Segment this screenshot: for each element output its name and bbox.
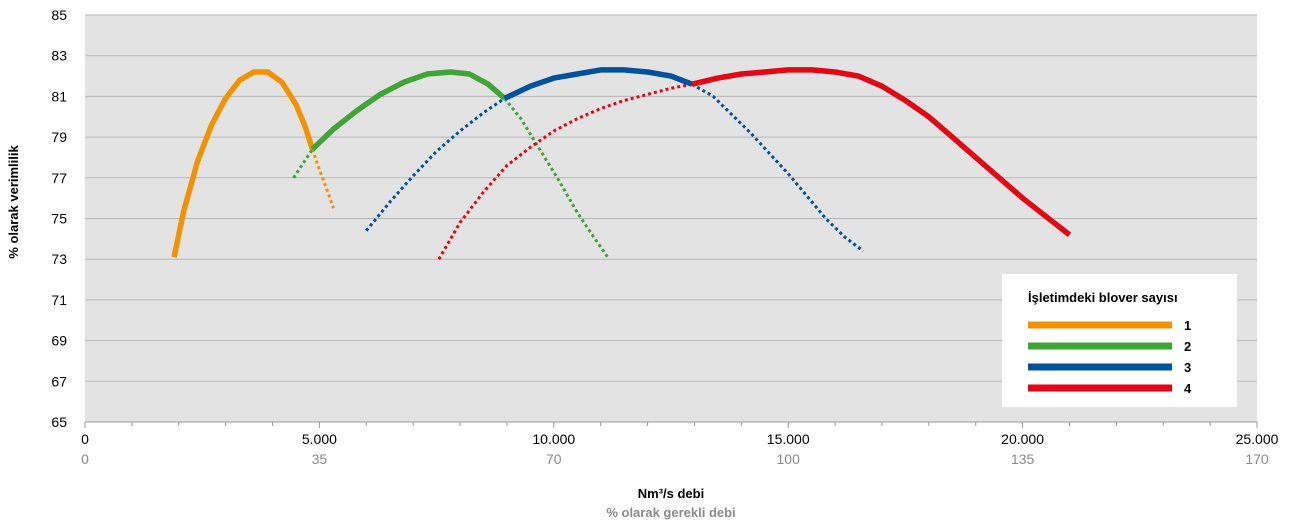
x-tick-label-secondary: 170 bbox=[1245, 451, 1269, 467]
gridlines bbox=[85, 14, 1257, 423]
series-3-dotted-line bbox=[691, 82, 865, 253]
y-tick-label: 83 bbox=[51, 48, 67, 64]
y-tick-label: 75 bbox=[51, 211, 67, 227]
y-tick-label: 67 bbox=[51, 373, 67, 389]
y-tick-label: 79 bbox=[51, 129, 67, 145]
y-tick-label: 85 bbox=[51, 7, 67, 23]
series-4-solid-line bbox=[691, 67, 1072, 237]
x-tick-label-secondary: 100 bbox=[777, 451, 801, 467]
y-tick-label: 77 bbox=[51, 170, 67, 186]
y-tick-label: 81 bbox=[51, 88, 67, 104]
x-tick-label-secondary: 0 bbox=[81, 451, 89, 467]
series-2-solid-line bbox=[310, 69, 507, 152]
y-tick-label: 65 bbox=[51, 414, 67, 430]
x-tick-label: 5.000 bbox=[302, 431, 337, 447]
x-axis-subtitle: % olarak gerekli debi bbox=[606, 505, 735, 520]
series-group bbox=[171, 67, 1072, 260]
x-axis-title: Nm³/s debi bbox=[638, 486, 704, 501]
y-tick-label: 69 bbox=[51, 333, 67, 349]
series-4-dotted-line bbox=[437, 82, 693, 260]
legend-label-2: 2 bbox=[1184, 339, 1191, 354]
x-tick-label: 0 bbox=[81, 431, 89, 447]
y-tick-label: 73 bbox=[51, 251, 67, 267]
series-2-dotted-line bbox=[503, 97, 609, 259]
x-tick-label: 10.000 bbox=[532, 431, 575, 447]
x-tick-label: 25.000 bbox=[1236, 431, 1279, 447]
legend-title: İşletimdeki blover sayısı bbox=[1028, 290, 1178, 305]
legend-label-1: 1 bbox=[1184, 318, 1191, 333]
x-tick-label: 20.000 bbox=[1001, 431, 1044, 447]
x-tick-label-secondary: 70 bbox=[546, 451, 562, 467]
x-tick-label-secondary: 135 bbox=[1011, 451, 1035, 467]
legend-items: 1 2 3 4 bbox=[1028, 318, 1192, 396]
x-axis: 0 0 5.000 35 10.000 70 15.000 100 20.000 135 25.00… bbox=[81, 421, 1279, 467]
series-3-dotted-line bbox=[365, 97, 506, 232]
series-1-solid-line bbox=[171, 69, 316, 258]
series-3-solid-line bbox=[503, 67, 694, 101]
y-axis-title: % olarak verimlilik bbox=[6, 145, 21, 259]
y-tick-label: 71 bbox=[51, 292, 67, 308]
x-tick-label-secondary: 35 bbox=[312, 451, 328, 467]
legend: İşletimdeki blover sayısı 1 2 3 4 bbox=[1002, 274, 1237, 407]
series-1-dotted-line bbox=[310, 148, 335, 209]
legend-label-3: 3 bbox=[1184, 360, 1191, 375]
legend-label-4: 4 bbox=[1184, 381, 1192, 396]
y-axis: 65 67 69 71 73 75 77 79 81 83 85 bbox=[51, 7, 67, 430]
x-tick-label: 15.000 bbox=[767, 431, 810, 447]
